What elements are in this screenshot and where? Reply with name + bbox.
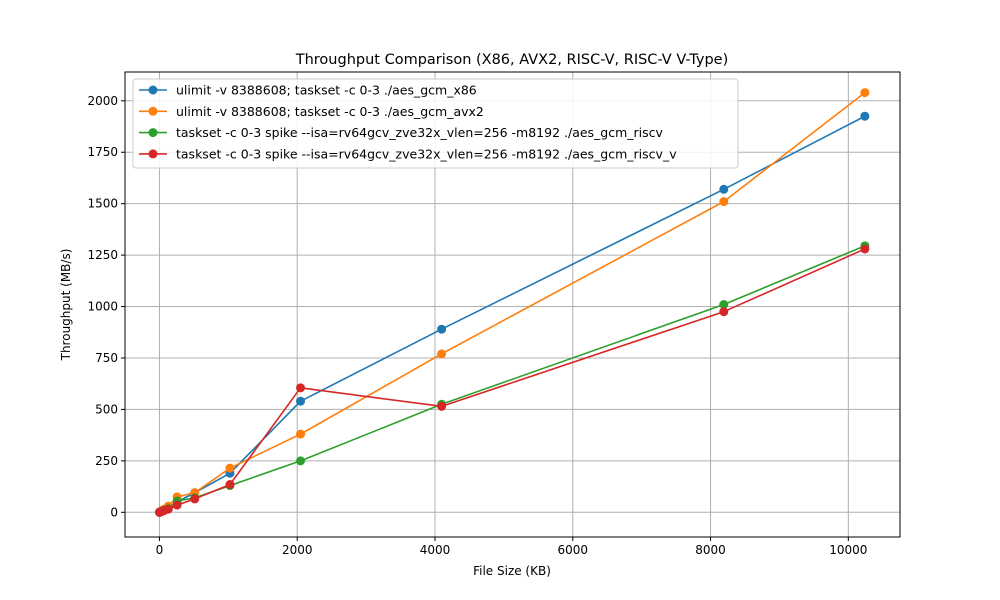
legend-items: ulimit -v 8388608; taskset -c 0-3 ./aes_… (139, 83, 677, 161)
data-point (719, 307, 729, 317)
legend-box (132, 78, 739, 169)
y-tick-label: 2000 (87, 94, 118, 108)
data-point (296, 396, 306, 406)
legend-label: taskset -c 0-3 spike --isa=rv64gcv_zve32… (176, 146, 677, 161)
data-point (437, 401, 447, 411)
legend-entry: ulimit -v 8388608; taskset -c 0-3 ./aes_… (139, 104, 484, 119)
legend: ulimit -v 8388608; taskset -c 0-3 ./aes_… (132, 78, 739, 169)
legend-entry: taskset -c 0-3 spike --isa=rv64gcv_zve32… (139, 125, 664, 140)
legend-label: ulimit -v 8388608; taskset -c 0-3 ./aes_… (176, 83, 477, 98)
data-point (860, 244, 870, 254)
data-point (172, 500, 182, 510)
y-tick-label: 1500 (87, 197, 118, 211)
y-tick-label: 1000 (87, 300, 118, 314)
data-point (296, 456, 306, 466)
y-tick-label: 500 (95, 402, 118, 416)
data-point (437, 349, 447, 359)
data-point (437, 324, 447, 334)
y-tick-label: 1750 (87, 145, 118, 159)
x-tick-label: 10000 (829, 543, 867, 557)
data-point (860, 111, 870, 121)
chart-title: Throughput Comparison (X86, AVX2, RISC-V… (295, 52, 729, 68)
x-axis-label: File Size (KB) (473, 564, 551, 578)
data-point (225, 463, 235, 473)
legend-marker (148, 149, 158, 159)
legend-label: taskset -c 0-3 spike --isa=rv64gcv_zve32… (176, 125, 664, 140)
data-point (190, 494, 200, 504)
data-point (296, 383, 306, 393)
legend-marker (148, 85, 158, 95)
y-tick-label: 0 (110, 505, 118, 519)
legend-entry: taskset -c 0-3 spike --isa=rv64gcv_zve32… (139, 146, 677, 161)
x-tick-label: 0 (156, 543, 164, 557)
legend-marker (148, 106, 158, 116)
data-point (860, 88, 870, 98)
plot-frame (124, 71, 901, 538)
x-tick-label: 4000 (420, 543, 451, 557)
y-tick-label: 750 (95, 351, 118, 365)
y-axis-ticks: 0 250 500 750 1000 1250 1500 1750 2000 (87, 94, 125, 519)
data-point (163, 504, 173, 514)
series-group (155, 88, 870, 517)
series-4 (155, 244, 870, 517)
y-tick-label: 1250 (87, 248, 118, 262)
x-tick-label: 2000 (282, 543, 313, 557)
y-axis-label: Throughput (MB/s) (59, 249, 73, 362)
data-point (719, 300, 729, 309)
data-point (719, 197, 729, 207)
x-axis-ticks: 0 2000 4000 6000 8000 10000 (156, 537, 867, 557)
x-tick-label: 8000 (695, 543, 726, 557)
data-point (296, 429, 306, 439)
data-point (225, 480, 235, 490)
data-point (719, 184, 729, 194)
x-tick-label: 6000 (558, 543, 589, 557)
legend-label: ulimit -v 8388608; taskset -c 0-3 ./aes_… (176, 104, 484, 119)
y-tick-label: 250 (95, 454, 118, 468)
legend-entry: ulimit -v 8388608; taskset -c 0-3 ./aes_… (139, 83, 477, 98)
legend-marker (148, 128, 158, 138)
